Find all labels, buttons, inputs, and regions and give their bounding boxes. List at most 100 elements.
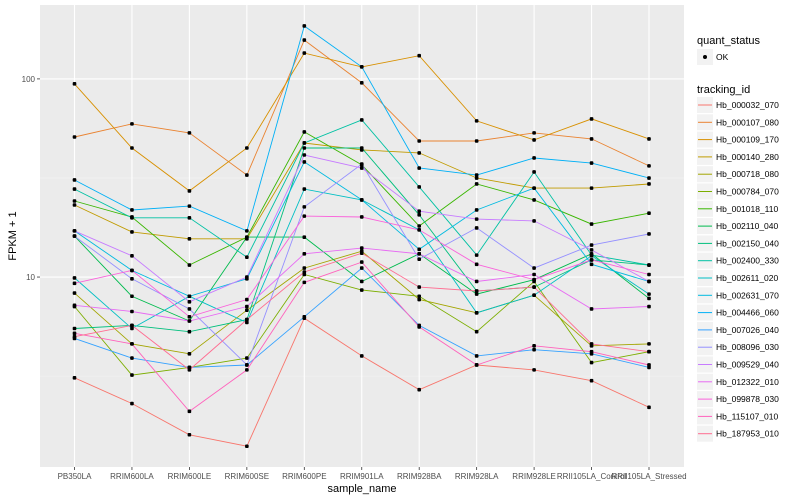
data-point-Hb_012322_010 <box>187 319 192 323</box>
data-point-Hb_002110_040 <box>474 292 479 296</box>
data-point-Hb_008096_030 <box>302 205 307 209</box>
data-point-Hb_000109_170 <box>647 137 651 141</box>
data-point-Hb_099878_030 <box>187 315 192 319</box>
data-point-Hb_004466_060 <box>359 65 364 69</box>
x-tick-label: RRIM928LE <box>512 472 556 481</box>
data-point-Hb_115107_010 <box>359 260 364 264</box>
data-point-Hb_008096_030 <box>589 243 594 247</box>
x-tick-label: RRII105LA_Control <box>557 472 627 481</box>
data-point-Hb_000109_170 <box>130 146 134 150</box>
data-point-Hb_000032_070 <box>245 444 249 449</box>
data-point-Hb_012322_010 <box>130 309 134 314</box>
data-point-Hb_187953_010 <box>302 270 307 274</box>
legend-label: Hb_012322_010 <box>716 377 779 387</box>
data-point-Hb_187953_010 <box>417 285 421 289</box>
data-point-Hb_000107_080 <box>474 139 479 143</box>
data-point-Hb_000784_070 <box>589 360 594 365</box>
data-point-Hb_000032_070 <box>532 368 536 372</box>
data-point-Hb_115107_010 <box>474 363 479 367</box>
data-point-Hb_009529_040 <box>245 275 249 279</box>
x-tick-label: RRIM901LA <box>340 472 384 481</box>
data-point-Hb_099878_030 <box>245 297 249 302</box>
data-point-Hb_007026_040 <box>532 347 536 352</box>
data-point-Hb_002400_330 <box>187 216 192 220</box>
data-point-Hb_115107_010 <box>532 343 536 348</box>
data-point-Hb_000107_080 <box>130 122 134 126</box>
data-point-Hb_000107_080 <box>72 135 77 139</box>
data-point-Hb_004466_060 <box>302 24 307 28</box>
data-point-Hb_000109_170 <box>417 53 421 58</box>
data-point-Hb_012322_010 <box>359 246 364 250</box>
data-point-Hb_001018_110 <box>302 130 307 134</box>
data-point-Hb_000140_280 <box>72 203 77 207</box>
data-point-Hb_002400_330 <box>532 170 536 174</box>
data-point-Hb_187953_010 <box>187 368 192 372</box>
data-point-Hb_009529_040 <box>359 166 364 170</box>
data-point-Hb_000784_070 <box>474 329 479 334</box>
legend-item: Hb_000718_080 <box>697 166 779 183</box>
data-point-Hb_000032_070 <box>647 405 651 410</box>
x-tick-label: RRIM600PE <box>282 472 326 481</box>
data-point-Hb_002400_330 <box>130 216 134 220</box>
data-point-Hb_000107_080 <box>245 173 249 177</box>
data-point-Hb_002611_020 <box>302 187 307 191</box>
data-point-Hb_007026_040 <box>359 266 364 270</box>
data-point-Hb_009529_040 <box>130 254 134 258</box>
data-point-Hb_000107_080 <box>532 131 536 135</box>
data-point-Hb_000107_080 <box>187 131 192 135</box>
data-point-Hb_002150_040 <box>72 326 77 331</box>
data-point-Hb_012322_010 <box>647 304 651 309</box>
data-point-Hb_009529_040 <box>302 153 307 157</box>
data-point-Hb_000109_170 <box>72 82 77 86</box>
legend-item: Hb_002110_040 <box>697 218 779 235</box>
data-point-Hb_004466_060 <box>130 208 134 212</box>
data-point-Hb_099878_030 <box>474 262 479 267</box>
data-point-Hb_002400_330 <box>302 141 307 145</box>
legend-label: Hb_187953_010 <box>716 429 779 439</box>
x-axis-title: sample_name <box>327 483 396 495</box>
data-point-Hb_008096_030 <box>72 234 77 238</box>
data-point-Hb_187953_010 <box>245 317 249 322</box>
legend-item: Hb_007026_040 <box>697 321 779 338</box>
data-point-Hb_001018_110 <box>647 211 651 215</box>
data-point-Hb_115107_010 <box>130 342 134 346</box>
legend-label: Hb_000140_280 <box>716 152 779 162</box>
x-axis-tick-labels: PB350LA RRIM600LA RRIM600LE RRIM600SE RRIM60… <box>58 472 687 481</box>
data-point-Hb_099878_030 <box>302 214 307 218</box>
data-point-Hb_000784_070 <box>359 288 364 292</box>
data-point-Hb_002110_040 <box>130 294 134 299</box>
data-point-Hb_004466_060 <box>417 166 421 170</box>
data-point-Hb_008096_030 <box>130 276 134 281</box>
data-point-Hb_000718_080 <box>245 308 249 313</box>
data-point-Hb_000109_170 <box>245 146 249 150</box>
data-point-Hb_002400_330 <box>245 255 249 259</box>
data-point-Hb_000109_170 <box>302 51 307 55</box>
data-point-Hb_002631_070 <box>359 198 364 202</box>
data-point-Hb_002150_040 <box>302 146 307 150</box>
data-point-Hb_002150_040 <box>187 329 192 334</box>
x-tick-label: PB350LA <box>58 472 92 481</box>
data-point-Hb_002611_020 <box>72 276 77 280</box>
data-point-Hb_000109_170 <box>589 117 594 121</box>
data-point-Hb_001018_110 <box>417 224 421 228</box>
legend-label: Hb_002150_040 <box>716 238 779 248</box>
color-legend-title: tracking_id <box>697 84 750 96</box>
data-point-Hb_008096_030 <box>647 232 651 236</box>
data-point-Hb_000107_080 <box>589 137 594 141</box>
series-points <box>72 24 651 449</box>
y-axis-tick-labels: 10 100 <box>22 75 36 282</box>
data-point-Hb_187953_010 <box>647 349 651 354</box>
legend-label: Hb_008096_030 <box>716 342 779 352</box>
legend: quant_status OK tracking_id Hb_000032_07… <box>697 35 779 442</box>
data-point-Hb_001018_110 <box>72 199 77 203</box>
data-point-Hb_012322_010 <box>302 252 307 256</box>
x-tick-label: RRIM600SE <box>225 472 269 481</box>
legend-item: Hb_001018_110 <box>697 200 779 217</box>
data-point-Hb_012322_010 <box>417 252 421 256</box>
data-point-Hb_000107_080 <box>417 139 421 143</box>
data-point-Hb_002400_330 <box>647 263 651 267</box>
legend-label: Hb_002110_040 <box>716 221 779 231</box>
y-tick-label: 10 <box>26 273 35 282</box>
data-point-Hb_007026_040 <box>130 356 134 360</box>
